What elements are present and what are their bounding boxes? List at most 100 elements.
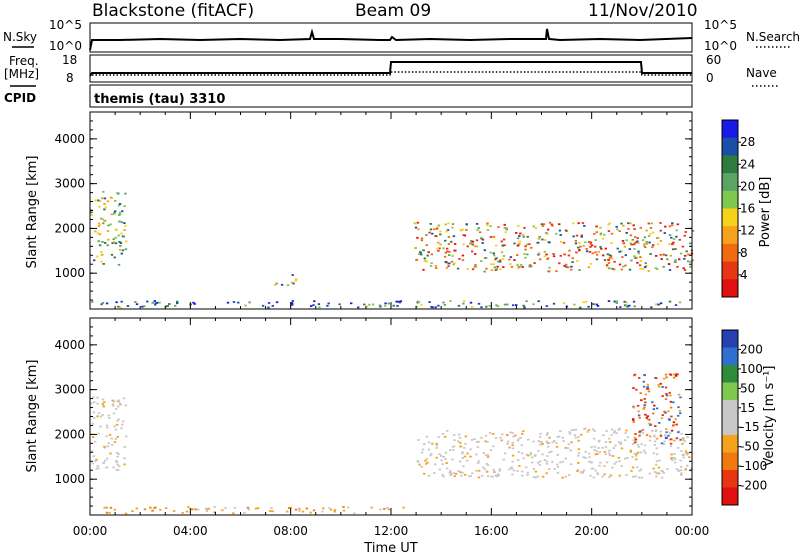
data-point	[519, 232, 522, 235]
data-point	[105, 302, 109, 305]
data-point	[595, 231, 598, 234]
data-point	[558, 262, 561, 265]
data-point	[489, 449, 493, 451]
data-point	[636, 237, 639, 240]
data-point	[194, 508, 197, 511]
data-point	[558, 435, 561, 438]
data-point	[500, 439, 503, 442]
data-point	[636, 443, 640, 446]
data-point	[107, 442, 110, 445]
data-point	[114, 210, 117, 213]
data-point	[649, 435, 652, 438]
data-point	[423, 260, 427, 262]
data-point	[516, 470, 519, 472]
data-point	[625, 301, 628, 304]
data-point	[205, 510, 208, 512]
data-point	[645, 434, 649, 436]
data-point	[608, 437, 611, 440]
data-point	[655, 447, 658, 450]
data-point	[670, 458, 673, 460]
data-point	[116, 436, 119, 438]
cpid-text: themis (tau) 3310	[94, 92, 225, 107]
data-point	[90, 402, 93, 405]
data-point	[526, 471, 530, 474]
colorbar-segment	[722, 279, 738, 298]
cpid-label: CPID	[4, 91, 36, 105]
data-point	[640, 399, 643, 402]
data-point	[464, 435, 467, 438]
data-point	[668, 225, 672, 228]
data-point	[663, 377, 666, 380]
colorbar-tick-label: 15	[740, 401, 755, 415]
data-point	[117, 401, 121, 403]
data-point	[679, 412, 682, 415]
data-point	[574, 436, 578, 439]
data-point	[611, 455, 615, 457]
data-point	[689, 242, 692, 245]
data-point	[574, 239, 577, 242]
data-point	[466, 452, 469, 455]
data-point	[682, 437, 685, 440]
data-point	[568, 432, 572, 435]
data-point	[378, 304, 382, 307]
data-point	[103, 197, 107, 200]
data-point	[108, 434, 112, 436]
data-point	[632, 419, 635, 421]
data-point	[503, 227, 506, 229]
data-point	[111, 242, 114, 244]
data-point	[115, 423, 119, 426]
data-point	[119, 242, 123, 244]
data-point	[662, 472, 665, 474]
data-point	[537, 449, 540, 452]
data-point	[618, 427, 621, 430]
data-point	[426, 461, 429, 464]
data-point	[357, 306, 360, 309]
data-point	[542, 223, 546, 226]
data-point	[689, 265, 692, 268]
data-point	[113, 212, 116, 215]
data-point	[101, 197, 104, 200]
data-point	[122, 397, 126, 400]
data-point	[590, 461, 593, 463]
data-point	[608, 476, 611, 478]
data-point	[633, 436, 637, 439]
data-point	[509, 431, 512, 434]
x-tick-label: 00:00	[675, 524, 710, 538]
data-point	[608, 454, 612, 457]
data-point	[441, 463, 444, 466]
colorbar-tick-label: 12	[740, 224, 755, 238]
data-point	[286, 510, 289, 513]
data-point	[154, 302, 157, 305]
data-point	[645, 243, 649, 245]
data-point	[581, 222, 585, 224]
data-point	[420, 253, 423, 256]
data-point	[516, 254, 519, 256]
data-point	[517, 244, 520, 247]
data-point	[655, 475, 658, 478]
data-point	[509, 263, 512, 265]
beam-title: Beam 09	[355, 1, 431, 21]
data-point	[459, 441, 462, 444]
data-point	[469, 475, 472, 477]
data-point	[98, 223, 101, 226]
data-point	[539, 432, 542, 435]
data-point	[442, 247, 445, 250]
data-point	[591, 428, 595, 431]
data-point	[615, 432, 618, 435]
data-point	[534, 470, 537, 473]
data-point	[668, 234, 672, 236]
data-point	[151, 301, 154, 304]
data-point	[485, 305, 488, 308]
data-point	[643, 266, 647, 269]
data-point	[498, 468, 502, 471]
data-point	[649, 227, 653, 229]
data-point	[608, 257, 612, 259]
data-point	[562, 241, 566, 244]
data-point	[652, 231, 655, 234]
data-point	[597, 440, 601, 443]
data-point	[655, 407, 659, 410]
data-point	[415, 305, 418, 308]
data-point	[117, 204, 121, 207]
data-point	[646, 386, 649, 388]
freq-left-tick-top: 18	[62, 53, 77, 67]
